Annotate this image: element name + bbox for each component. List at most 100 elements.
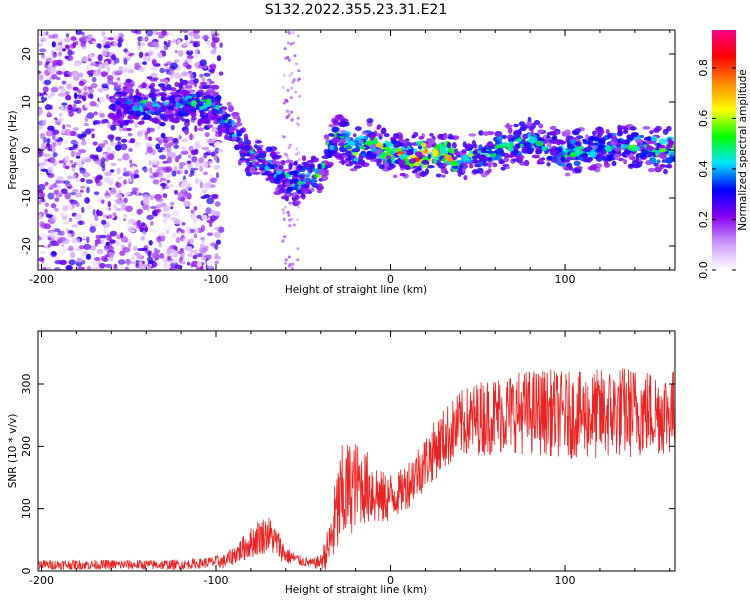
spectral-blob (653, 128, 659, 132)
noise-blob (60, 105, 64, 110)
spectral-blob (391, 139, 397, 145)
noise-blob (150, 66, 158, 71)
noise-blob (94, 120, 101, 125)
spectral-blob (280, 160, 286, 166)
spectral-blob (301, 155, 307, 162)
noise-blob (208, 68, 216, 73)
noise-blob (294, 90, 298, 94)
noise-blob (169, 249, 176, 253)
noise-blob (106, 66, 111, 73)
spectral-blob (555, 155, 560, 162)
noise-blob (138, 149, 143, 157)
noise-blob (157, 149, 163, 153)
spectral-blob (639, 134, 645, 139)
noise-blob (190, 117, 197, 121)
noise-blob (199, 73, 204, 78)
spectral-blob (294, 195, 300, 200)
spectral-blob (136, 110, 142, 117)
spectral-blob (632, 132, 639, 136)
spectral-blob (284, 172, 290, 178)
noise-blob (187, 70, 193, 75)
noise-blob (48, 62, 53, 68)
noise-blob (65, 91, 70, 96)
noise-blob (281, 238, 285, 242)
noise-blob (166, 173, 173, 178)
noise-blob (84, 197, 90, 204)
noise-blob (152, 210, 158, 217)
noise-blob (106, 234, 110, 241)
spectral-blob (211, 108, 219, 116)
spectral-blob (226, 101, 232, 107)
noise-blob (297, 151, 301, 155)
spectral-blob (468, 133, 477, 137)
noise-blob (203, 245, 209, 252)
noise-blob (97, 210, 103, 217)
spectral-blob (396, 151, 405, 155)
noise-blob (49, 156, 56, 164)
noise-blob (86, 236, 90, 244)
noise-blob (75, 192, 82, 198)
noise-blob (123, 191, 131, 195)
noise-blob (204, 132, 210, 138)
noise-blob (121, 216, 127, 220)
noise-blob (134, 140, 141, 148)
noise-blob (65, 33, 70, 38)
spectral-blob (190, 100, 198, 107)
spectral-blob (294, 200, 301, 205)
noise-blob (286, 156, 290, 160)
noise-blob (189, 238, 194, 245)
noise-blob (127, 218, 135, 225)
noise-blob (98, 96, 106, 103)
spectral-blob (514, 138, 522, 142)
noise-blob (46, 142, 51, 148)
noise-blob (72, 86, 79, 91)
noise-blob (190, 149, 197, 155)
noise-blob (283, 152, 287, 156)
spectral-blob (329, 150, 336, 155)
noise-blob (144, 133, 149, 141)
noise-blob (81, 206, 85, 213)
noise-blob (207, 254, 212, 260)
noise-blob (137, 36, 144, 42)
spectrogram-marks (38, 30, 675, 270)
spectral-blob (306, 171, 311, 178)
spectral-blob (482, 146, 489, 150)
noise-blob (138, 224, 144, 231)
noise-blob (41, 198, 46, 203)
noise-blob (148, 159, 152, 166)
noise-blob (182, 30, 189, 34)
spectral-blob (153, 119, 161, 124)
noise-blob (127, 69, 135, 74)
spectral-blob (530, 130, 535, 137)
noise-blob (205, 207, 212, 215)
spectral-blob (358, 155, 364, 161)
spectral-blob (515, 155, 522, 160)
spectral-blob (527, 148, 534, 155)
spectral-blob (338, 142, 345, 147)
noise-blob (144, 52, 149, 57)
noise-blob (289, 95, 293, 99)
spectral-blob (122, 86, 127, 90)
noise-blob (283, 205, 287, 209)
noise-blob (207, 140, 215, 144)
spectral-blob (549, 130, 558, 136)
noise-blob (75, 160, 82, 165)
noise-blob (73, 62, 81, 67)
noise-blob (92, 209, 96, 216)
noise-blob (149, 228, 157, 234)
noise-blob (136, 219, 142, 227)
snr-marks (38, 368, 675, 571)
noise-blob (112, 40, 118, 48)
noise-blob (296, 116, 300, 120)
spectral-blob (279, 173, 286, 179)
noise-blob (171, 259, 178, 264)
noise-blob (49, 231, 57, 238)
spectral-blob (415, 151, 421, 158)
snr-x-tick-label: 0 (387, 574, 394, 587)
noise-blob (70, 36, 77, 41)
noise-blob (149, 189, 155, 194)
spectral-blob (184, 84, 193, 89)
spectral-blob (576, 135, 584, 139)
noise-blob (290, 118, 294, 122)
noise-blob (296, 247, 300, 251)
